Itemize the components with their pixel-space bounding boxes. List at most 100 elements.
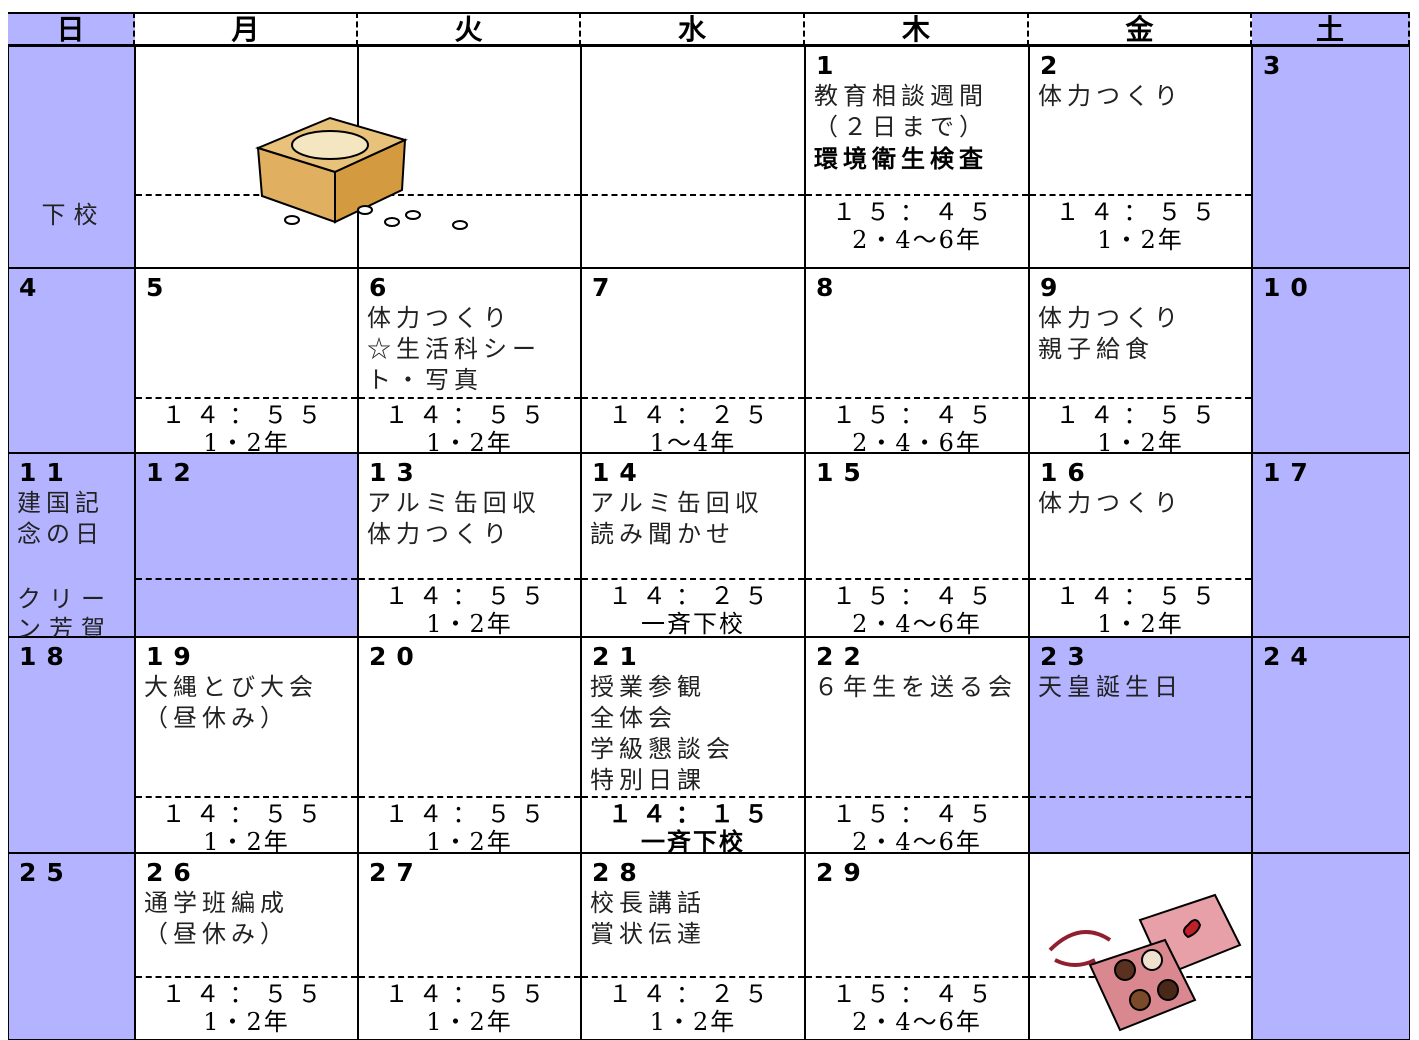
day-number: 4 [19,273,47,302]
day-cell [135,46,358,268]
day-cell: 2 体力つくり １４：５５ 1・2年 [1029,46,1252,268]
dismissal-grade: 1・2年 [1097,226,1184,254]
day-cell: 1 教育相談週間 （２日まで） 環境衛生検査 １５：４５ 2・4～6年 [805,46,1029,268]
dismissal-time: １４：５５ [384,582,555,610]
event-text: 環境衛生検査 [814,144,988,173]
dismissal-time: １４：５５ [384,800,555,828]
event-text: 校長講話 [590,889,706,917]
day-number: 14 [592,458,647,487]
cell-divider [1030,397,1251,399]
weekday-header: 水 [581,12,805,46]
dismissal-time: １４：１５ [608,799,778,828]
cell-divider [806,578,1028,580]
event-text: 学級懇談会 [590,735,735,763]
day-cell: 18 [8,637,135,853]
cell-divider [806,976,1028,978]
day-cell: 29 １５：４５ 2・4～6年 [805,853,1029,1040]
event-text: 体力つくり [1038,304,1183,332]
day-number: 8 [816,273,844,302]
dismissal-time: １５：４５ [832,401,1002,429]
dismissal-time: １５：４５ [832,980,1002,1008]
day-cell: 16 体力つくり １４：５５ 1・2年 [1029,453,1252,638]
cell-divider [136,976,357,978]
day-number: 9 [1040,273,1068,302]
dismissal-grade: 2・4～6年 [852,610,982,638]
day-cell: 下校 [8,46,135,268]
day-number: 10 [1263,273,1318,302]
day-cell: 7 １４：２５ 1～4年 [581,268,805,457]
dismissal-time: １５：４５ [832,582,1002,610]
day-number: 17 [1263,458,1318,487]
event-text: 特別日課 [590,766,706,794]
dismissal-grade: 1・2年 [1097,610,1184,638]
dismissal-grade: 一斉下校 [641,610,745,638]
day-cell: 6 体力つくり ☆生活科シート・写真 １４：５５ 1・2年 [358,268,581,457]
dismissal-grade: 1・2年 [426,610,513,638]
event-text: 建国記念の日 [17,489,104,548]
cell-divider [359,976,580,978]
cell-divider [582,976,804,978]
day-cell: 8 １５：４５ 2・4・6年 [805,268,1029,457]
weekday-header: 木 [805,12,1029,46]
day-cell [581,46,805,268]
dismissal-time: １４：２５ [608,582,778,610]
cell-divider [359,397,580,399]
dismissal-grade: 1・2年 [1097,429,1184,457]
day-number: 20 [369,642,424,671]
cell-divider [1030,194,1251,196]
weekday-header: 土 [1252,12,1410,46]
day-number: 29 [816,858,871,887]
event-text: 体力つくり [367,304,512,332]
day-number: 27 [369,858,424,887]
dismissal-grade: 1・2年 [203,1008,290,1036]
event-text: ６年生を送る会 [814,673,1017,701]
cell-divider [136,796,357,798]
event-text: 教育相談週間 [814,82,988,110]
weekday-header: 月 [135,12,358,46]
day-cell: 4 [8,268,135,453]
dismissal-time: １４：５５ [161,980,332,1008]
day-number: 16 [1040,458,1095,487]
day-cell: 27 １４：５５ 1・2年 [358,853,581,1040]
cell-divider [582,397,804,399]
cell-divider [582,796,804,798]
cell-note: 下校 [41,201,106,229]
day-number: 22 [816,642,871,671]
day-cell: 26 通学班編成 （昼休み） １４：５５ 1・2年 [135,853,358,1040]
cell-divider [806,796,1028,798]
dismissal-grade: 1・2年 [203,429,290,457]
day-number: 21 [592,642,647,671]
day-number: 6 [369,273,397,302]
event-text: ☆生活科シート・写真 [367,335,541,394]
day-number: 28 [592,858,647,887]
weekday-header: 日 [8,12,135,46]
day-cell: 13 アルミ缶回収 体力つくり １４：５５ 1・2年 [358,453,581,638]
cell-divider [582,194,804,196]
dismissal-grade: 1・2年 [426,429,513,457]
day-number: 7 [592,273,620,302]
dismissal-grade: 1～4年 [649,429,737,457]
event-text: 通学班編成 [144,889,289,917]
day-cell: 22 ６年生を送る会 １５：４５ 2・4～6年 [805,637,1029,856]
event-text: 親子給食 [1038,335,1154,363]
event-text: 全体会 [590,704,677,732]
cell-note: クリーン芳賀 [17,585,113,643]
event-text: 体力つくり [1038,489,1183,517]
dismissal-time: １５：４５ [832,198,1002,226]
cell-divider [1030,796,1251,798]
day-number: 2 [1040,51,1068,80]
day-cell [1252,853,1410,1040]
event-text: アルミ缶回収 [590,489,764,517]
day-cell: 10 [1252,268,1410,453]
event-text: （昼休み） [144,920,289,948]
dismissal-grade: 2・4～6年 [852,1008,982,1036]
day-cell: 23 天皇誕生日 [1029,637,1252,853]
dismissal-grade: 一斉下校 [641,827,745,856]
day-cell: 11 建国記念の日 クリーン芳賀 [8,453,135,643]
day-cell: 5 １４：５５ 1・2年 [135,268,358,457]
dismissal-time: １５：４５ [832,800,1002,828]
event-text: （２日まで） [814,113,988,141]
day-cell: 3 [1252,46,1410,268]
dismissal-time: １４：５５ [1055,198,1226,226]
day-cell [358,46,581,268]
